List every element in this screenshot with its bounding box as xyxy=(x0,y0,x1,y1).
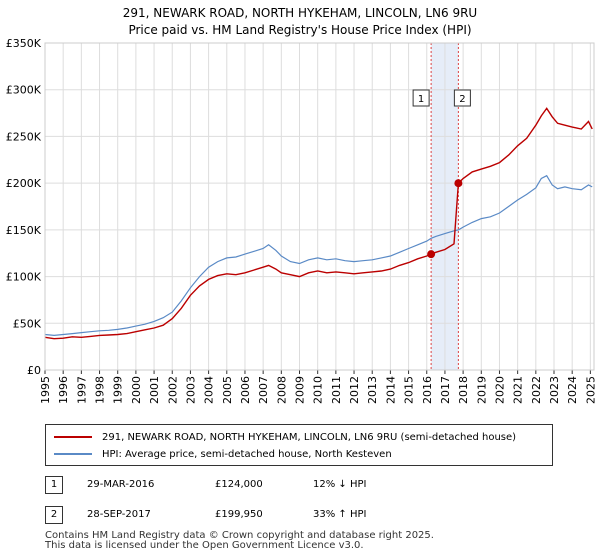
x-tick-label: 2013 xyxy=(366,376,379,404)
y-tick-label: £150K xyxy=(6,224,42,237)
y-tick-label: £100K xyxy=(6,271,42,284)
chart-title-line1: 291, NEWARK ROAD, NORTH HYKEHAM, LINCOLN… xyxy=(122,6,478,20)
legend-item-hpi: HPI: Average price, semi-detached house,… xyxy=(54,447,392,461)
sale-callout-box xyxy=(453,89,471,107)
sale-price: £199,950 xyxy=(215,509,263,520)
sale-date: 28-SEP-2017 xyxy=(87,509,151,520)
x-tick-label: 2024 xyxy=(566,376,579,404)
x-tick-label: 2023 xyxy=(548,376,561,404)
property-series-line xyxy=(44,107,593,340)
sale-callout-label: 1 xyxy=(418,94,424,105)
sale-marker-lines xyxy=(430,43,459,370)
sale-callout-box xyxy=(412,89,430,107)
y-tick-label: £250K xyxy=(6,130,42,143)
x-tick-label: 2001 xyxy=(148,376,161,404)
x-tick-label: 2021 xyxy=(512,376,525,404)
x-tick-label: 2010 xyxy=(312,376,325,404)
sale-hpi-diff: 33% ↑ HPI xyxy=(313,509,367,520)
x-tick-label: 2025 xyxy=(584,376,597,404)
y-tick-label: £0 xyxy=(27,364,41,377)
sale-number-badge: 1 xyxy=(45,476,63,494)
hpi-series-line xyxy=(44,174,593,337)
x-tick-label: 1999 xyxy=(112,376,125,404)
y-tick-label: £50K xyxy=(13,317,42,330)
sale-callout-label: 2 xyxy=(459,94,465,105)
y-axis-ticks: £0 £50K £100K £150K £200K £250K £300K £350K xyxy=(6,37,42,377)
chart-title-line2: Price paid vs. HM Land Registry's House … xyxy=(128,23,472,37)
x-tick-label: 2012 xyxy=(348,376,361,404)
legend-item-property: 291, NEWARK ROAD, NORTH HYKEHAM, LINCOLN… xyxy=(54,430,516,444)
gridlines xyxy=(44,42,594,371)
x-tick-label: 1996 xyxy=(57,376,70,404)
plot-frame xyxy=(44,42,595,371)
sale-row: 2 28-SEP-2017 £199,950 33% ↑ HPI xyxy=(45,506,551,526)
sale-hpi-diff: 12% ↓ HPI xyxy=(313,479,367,490)
price-chart: £0 £50K £100K £150K £200K £250K £300K £350K 199… xyxy=(6,37,598,404)
legend-label-hpi: HPI: Average price, semi-detached house,… xyxy=(102,448,392,460)
x-tick-label: 2008 xyxy=(275,376,288,404)
sale-price: £124,000 xyxy=(215,479,263,490)
x-tick-label: 2020 xyxy=(493,376,506,404)
x-tick-label: 2006 xyxy=(239,376,252,404)
x-axis-ticks: 1995 1996 1997 1998 1999 2000 2001 2002 2003 2004… xyxy=(39,370,597,404)
sale-point xyxy=(427,250,436,259)
y-tick-label: £300K xyxy=(6,84,42,97)
x-tick-label: 1997 xyxy=(75,376,88,404)
sale-point xyxy=(454,179,463,188)
x-tick-label: 2016 xyxy=(421,376,434,404)
legend: 291, NEWARK ROAD, NORTH HYKEHAM, LINCOLN… xyxy=(45,424,553,466)
y-tick-label: £200K xyxy=(6,177,42,190)
sale-row: 1 29-MAR-2016 £124,000 12% ↓ HPI xyxy=(45,476,551,496)
x-tick-label: 2018 xyxy=(457,376,470,404)
x-tick-label: 2014 xyxy=(384,376,397,404)
footer-copyright: Contains HM Land Registry data © Crown c… xyxy=(45,530,434,541)
x-tick-label: 2000 xyxy=(130,376,143,404)
footer: Contains HM Land Registry data © Crown c… xyxy=(45,531,434,551)
y-tick-label: £350K xyxy=(6,37,42,50)
legend-swatch-blue xyxy=(54,453,92,455)
sale-number-badge: 2 xyxy=(45,506,63,524)
legend-swatch-red xyxy=(54,436,92,438)
x-tick-label: 2002 xyxy=(166,376,179,404)
x-tick-label: 2011 xyxy=(330,376,343,404)
x-tick-label: 2017 xyxy=(439,376,452,404)
x-tick-label: 2019 xyxy=(475,376,488,404)
sale-date: 29-MAR-2016 xyxy=(87,479,155,490)
x-tick-label: 2015 xyxy=(403,376,416,404)
x-tick-label: 2022 xyxy=(530,376,543,404)
x-tick-label: 1995 xyxy=(39,376,52,404)
x-tick-label: 2007 xyxy=(257,376,270,404)
x-tick-label: 2009 xyxy=(294,376,307,404)
x-tick-label: 1998 xyxy=(94,376,107,404)
sale-points xyxy=(427,179,463,259)
legend-label-property: 291, NEWARK ROAD, NORTH HYKEHAM, LINCOLN… xyxy=(102,431,517,443)
footer-licence: This data is licensed under the Open Gov… xyxy=(45,540,364,551)
x-tick-label: 2004 xyxy=(203,376,216,404)
x-tick-label: 2003 xyxy=(184,376,197,404)
x-tick-label: 2005 xyxy=(221,376,234,404)
